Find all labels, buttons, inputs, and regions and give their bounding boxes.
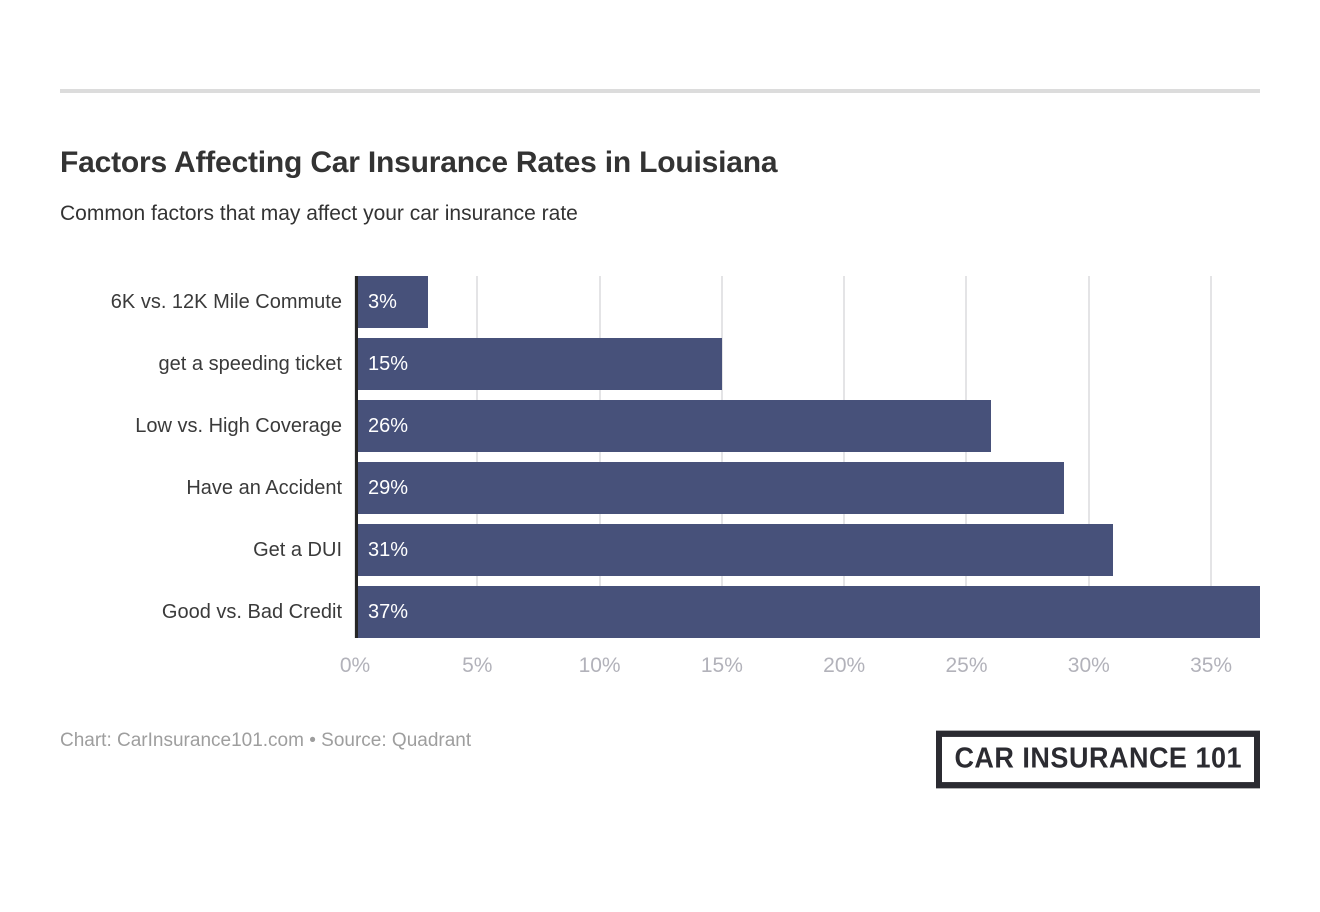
page: Factors Affecting Car Insurance Rates in… bbox=[0, 89, 1320, 912]
gridline-10 bbox=[598, 276, 601, 638]
x-tick-label: 15% bbox=[700, 654, 743, 677]
bar-rows: 6K vs. 12K Mile Commute 3% get a speeding … bbox=[60, 276, 1260, 638]
bar-track: 3% bbox=[355, 276, 1260, 328]
chart-title: Factors Affecting Car Insurance Rates in… bbox=[60, 146, 778, 179]
gridline-5 bbox=[476, 276, 479, 638]
footer: Chart: CarInsurance101.com • Source: Qua… bbox=[60, 726, 1260, 789]
bar: 26% bbox=[355, 400, 991, 452]
x-axis-ticks: 0% 5% 10% 15% 20% 25% 30% 35% bbox=[340, 646, 1260, 682]
category-label: 6K vs. 12K Mile Commute bbox=[110, 290, 342, 313]
bar-value-label: 26% bbox=[368, 414, 409, 437]
bar-row: get a speeding ticket 15% bbox=[60, 338, 1260, 390]
bar-row: 6K vs. 12K Mile Commute 3% bbox=[60, 276, 1260, 328]
x-tick-label: 5% bbox=[462, 654, 493, 677]
category-label: Get a DUI bbox=[253, 538, 342, 561]
plot-area bbox=[354, 276, 1260, 638]
bar-track: 26% bbox=[355, 400, 1260, 452]
gridline-25 bbox=[965, 276, 968, 638]
logo-text: CAR INSURANCE 101 bbox=[954, 742, 1242, 774]
bar-track: 15% bbox=[355, 338, 1260, 390]
category-label: Good vs. Bad Credit bbox=[161, 600, 342, 623]
bar: 37% bbox=[355, 586, 1260, 638]
gridline-35 bbox=[1210, 276, 1213, 638]
bar-row: Get a DUI 31% bbox=[60, 524, 1260, 576]
category-label: Low vs. High Coverage bbox=[135, 414, 342, 437]
bar-row: Low vs. High Coverage 26% bbox=[60, 400, 1260, 452]
bar-value-label: 37% bbox=[368, 600, 409, 623]
category-label: Have an Accident bbox=[186, 476, 342, 499]
x-tick-label: 30% bbox=[1067, 654, 1110, 677]
bar: 3% bbox=[355, 276, 429, 328]
x-tick-label: 20% bbox=[823, 654, 866, 677]
bar-track: 37% bbox=[355, 586, 1260, 638]
bar: 15% bbox=[355, 338, 722, 390]
x-tick-label: 35% bbox=[1190, 654, 1233, 677]
bar-value-label: 31% bbox=[368, 538, 409, 561]
attribution-text: Chart: CarInsurance101.com • Source: Qua… bbox=[60, 730, 472, 751]
bar-row: Good vs. Bad Credit 37% bbox=[60, 586, 1260, 638]
gridline-20 bbox=[843, 276, 846, 638]
bar: 29% bbox=[355, 462, 1065, 514]
y-axis-line bbox=[355, 276, 358, 638]
x-tick-label: 0% bbox=[339, 654, 371, 677]
bar: 31% bbox=[355, 524, 1114, 576]
chart-subtitle: Common factors that may affect your car … bbox=[60, 202, 578, 225]
bar-value-label: 3% bbox=[368, 290, 397, 313]
bar-track: 31% bbox=[355, 524, 1260, 576]
x-tick-label: 10% bbox=[578, 654, 621, 677]
gridline-15 bbox=[720, 276, 723, 638]
bar-row: Have an Accident 29% bbox=[60, 462, 1260, 514]
gridline-30 bbox=[1087, 276, 1090, 638]
bar-track: 29% bbox=[355, 462, 1260, 514]
top-divider bbox=[60, 89, 1260, 93]
bar-value-label: 15% bbox=[368, 352, 409, 375]
car-insurance-101-logo: CAR INSURANCE 101 bbox=[936, 730, 1260, 789]
bar-chart: 6K vs. 12K Mile Commute 3% get a speeding … bbox=[60, 276, 1260, 638]
x-tick-label: 25% bbox=[945, 654, 988, 677]
bar-value-label: 29% bbox=[368, 476, 409, 499]
category-label: get a speeding ticket bbox=[158, 352, 342, 375]
